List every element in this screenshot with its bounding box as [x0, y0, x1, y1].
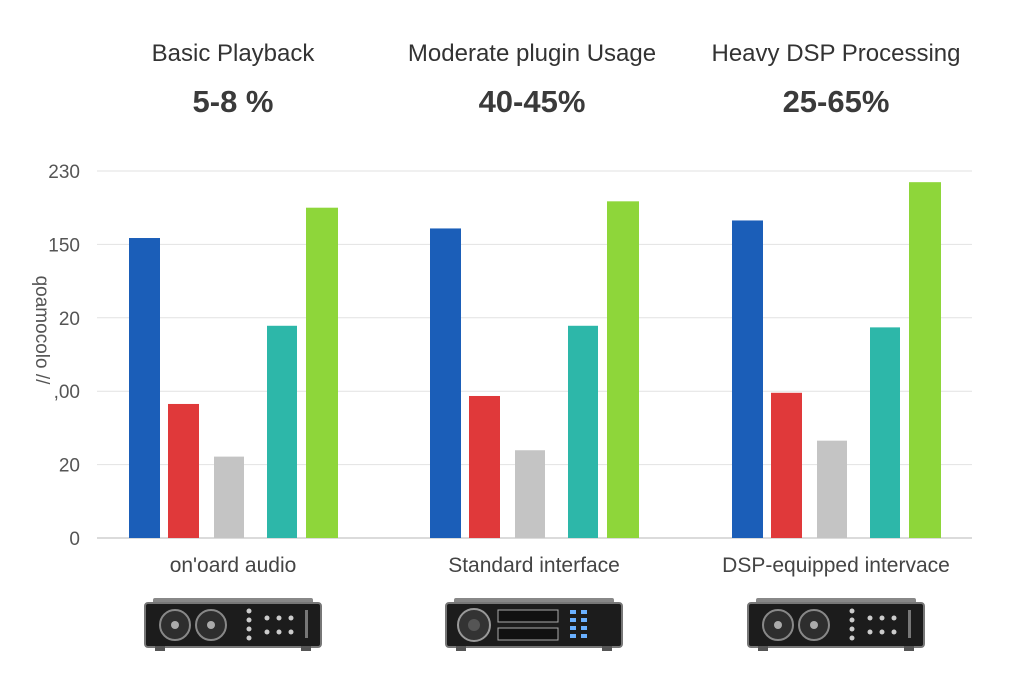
bar	[306, 207, 338, 538]
bar	[430, 228, 461, 538]
bar	[771, 392, 802, 538]
x-category-label: Standard interface	[448, 554, 620, 577]
y-tick-label: 20	[59, 309, 80, 330]
audio-interface-device-icon	[747, 598, 925, 651]
bar	[732, 220, 763, 538]
bar	[267, 325, 297, 538]
header-percent: 40-45%	[478, 84, 586, 119]
bar	[129, 238, 160, 538]
bar	[568, 325, 598, 538]
bar	[870, 327, 900, 538]
bar	[469, 395, 500, 538]
bar	[515, 450, 545, 538]
bar	[168, 403, 199, 538]
y-tick-label: 150	[48, 235, 80, 256]
x-category-label: on'oard audio	[170, 554, 297, 577]
bar	[607, 201, 639, 539]
y-tick-label: 0	[69, 529, 80, 550]
header-title: Basic Playback	[151, 40, 315, 67]
header-title: Heavy DSP Processing	[711, 40, 961, 67]
y-tick-label: ,00	[54, 382, 80, 403]
bar	[214, 456, 244, 538]
x-category-label: DSP-equipped intervace	[722, 554, 950, 577]
header-percent: 5-8 %	[192, 84, 274, 119]
y-tick-label: 230	[48, 162, 80, 183]
y-axis-label: qoamocolo //	[31, 276, 52, 386]
bar	[817, 440, 847, 538]
audio-interface-device-icon	[144, 598, 322, 651]
bar	[909, 182, 941, 539]
header-title: Moderate plugin Usage	[407, 40, 657, 67]
y-tick-label: 20	[59, 456, 80, 477]
audio-interface-device-icon	[445, 598, 623, 651]
header-percent: 25-65%	[782, 84, 890, 119]
